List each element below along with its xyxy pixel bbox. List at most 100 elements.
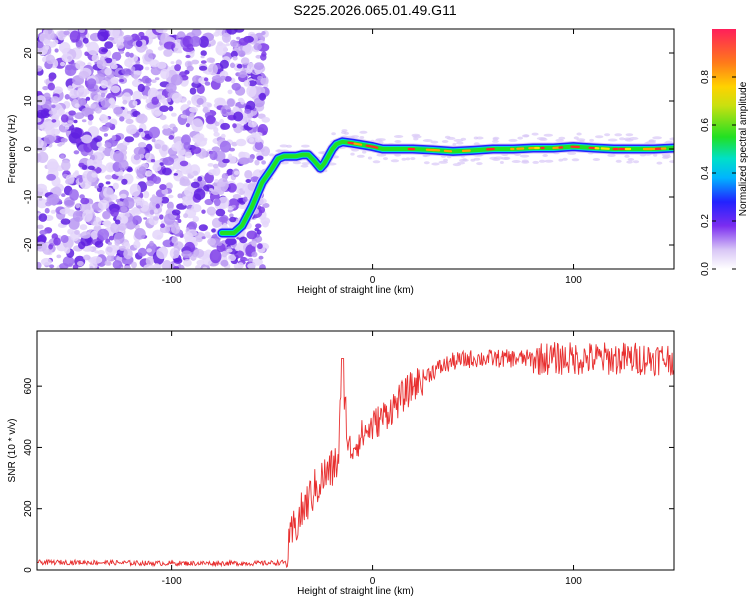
noise-speckle (209, 150, 218, 161)
noise-speckle (112, 59, 117, 64)
colorbar-gradient (712, 29, 736, 269)
noise-speckle (126, 124, 137, 135)
x-tick-label: 0 (370, 275, 376, 286)
noise-speckle (203, 77, 209, 82)
noise-speckle (104, 142, 112, 148)
noise-speckle (160, 68, 170, 80)
noise-speckle (252, 258, 263, 266)
noise-speckle (137, 83, 145, 93)
signal-halo (627, 158, 635, 161)
noise-speckle (67, 120, 74, 124)
noise-speckle (229, 216, 237, 223)
signal-halo (300, 164, 309, 168)
noise-speckle (104, 57, 113, 64)
noise-speckle (108, 97, 115, 105)
noise-speckle (51, 119, 57, 123)
signal-halo (492, 158, 501, 161)
noise-speckle (199, 65, 208, 71)
noise-speckle (161, 144, 168, 152)
noise-speckle (94, 85, 99, 90)
signal-halo (292, 161, 302, 165)
noise-speckle (227, 254, 237, 262)
noise-speckle (167, 194, 174, 199)
noise-speckle (111, 51, 122, 61)
noise-speckle (168, 105, 174, 112)
noise-speckle (234, 170, 240, 175)
noise-speckle (173, 43, 182, 54)
noise-speckle (151, 194, 156, 200)
noise-speckle (53, 39, 59, 45)
noise-speckle (118, 245, 126, 251)
signal-halo (372, 160, 381, 164)
noise-speckle (191, 118, 204, 132)
noise-speckle (231, 82, 241, 91)
noise-speckle (226, 109, 231, 113)
signal-halo (607, 138, 618, 142)
noise-speckle (248, 137, 255, 143)
noise-speckle (238, 151, 250, 159)
noise-speckle (110, 85, 121, 94)
noise-speckle (177, 219, 182, 223)
noise-speckle (245, 179, 252, 183)
noise-speckle (159, 105, 169, 112)
signal-halo (517, 136, 523, 140)
noise-speckle (91, 54, 100, 63)
y-axis-label: Frequency (Hz) (7, 115, 18, 184)
noise-speckle (94, 250, 99, 254)
signal-halo (544, 159, 554, 163)
noise-speckle (211, 228, 216, 233)
noise-speckle (75, 138, 81, 144)
signal-halo (301, 162, 310, 166)
noise-speckle (156, 94, 162, 100)
signal-peak-segment (347, 141, 355, 145)
noise-speckle (131, 66, 136, 72)
noise-speckle (45, 54, 56, 65)
noise-speckle (163, 48, 173, 57)
snr-panel: -100 0 100 0 200 400 600 Height of straight lin… (7, 330, 675, 597)
noise-speckle (143, 190, 150, 199)
noise-speckle (170, 61, 175, 65)
signal-halo (457, 161, 466, 165)
signal-halo (374, 139, 383, 143)
noise-speckle (189, 113, 195, 117)
noise-speckle (79, 224, 88, 231)
noise-speckle (262, 220, 269, 228)
noise-speckle (101, 48, 109, 53)
y-tick-label: -20 (23, 237, 34, 252)
noise-speckle (145, 256, 154, 266)
noise-speckle (72, 210, 84, 222)
noise-speckle (119, 78, 125, 83)
noise-speckle (185, 123, 190, 128)
signal-halo (532, 160, 539, 164)
noise-speckle (107, 36, 115, 41)
noise-speckle (186, 65, 194, 72)
noise-speckle (189, 87, 197, 95)
noise-speckle (94, 185, 99, 189)
noise-speckle (157, 61, 167, 69)
noise-speckle (149, 59, 160, 68)
noise-speckle (111, 135, 117, 141)
signal-halo (452, 142, 457, 146)
noise-speckle (161, 167, 172, 176)
signal-halo (462, 158, 468, 162)
noise-speckle (202, 106, 209, 114)
y-tick-label: 20 (23, 47, 34, 59)
noise-speckle (181, 250, 193, 258)
noise-speckle (44, 29, 55, 40)
noise-speckle (43, 134, 55, 145)
noise-speckle (81, 134, 93, 144)
colorbar-tick-label: 0.8 (700, 70, 711, 84)
noise-speckle (185, 151, 193, 159)
noise-speckle (219, 140, 231, 153)
noise-speckle (166, 201, 174, 210)
x-tick-label: -100 (162, 576, 182, 587)
noise-speckle (61, 159, 71, 171)
noise-speckle (242, 196, 248, 203)
noise-speckle (45, 45, 50, 50)
noise-speckle (121, 215, 129, 224)
noise-speckle (77, 260, 84, 267)
colorbar-tick-label: 0.0 (700, 262, 711, 276)
noise-speckle (189, 106, 198, 113)
noise-speckle (87, 165, 95, 170)
noise-speckle (222, 223, 228, 228)
